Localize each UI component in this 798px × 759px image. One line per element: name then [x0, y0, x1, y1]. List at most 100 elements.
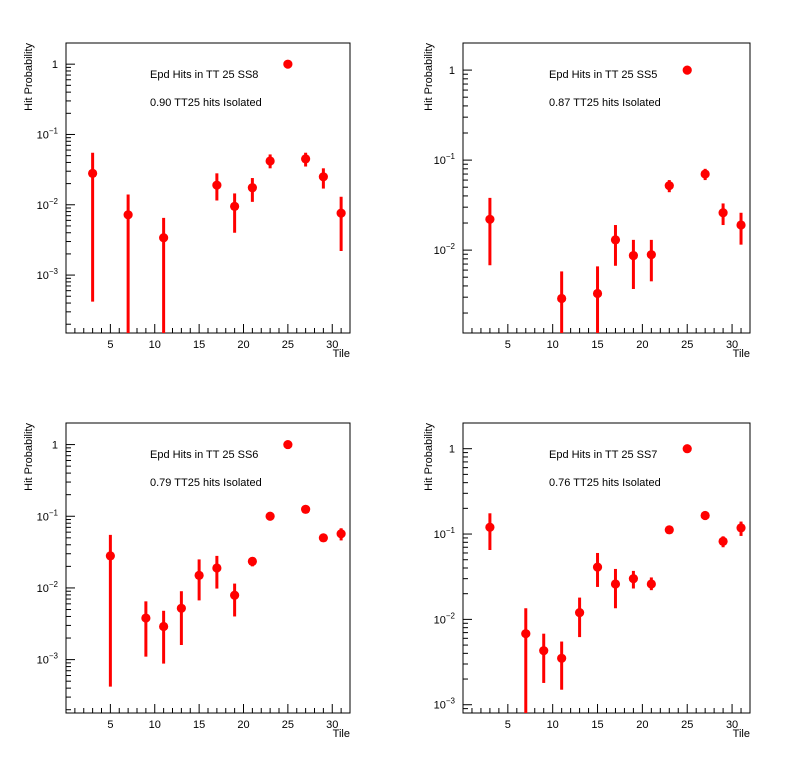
plot-panel-ss8: Epd Hits in TT 25 SS8 0.90 TT25 hits Iso… — [23, 42, 351, 360]
x-tick-label: 10 — [149, 339, 161, 351]
y-axis-label: Hit Probability — [23, 43, 35, 111]
y-tick-label: 10−3 — [434, 697, 456, 712]
data-point — [682, 444, 692, 454]
y-tick-label: 1 — [52, 440, 58, 452]
data-point — [628, 250, 639, 261]
data-point — [557, 653, 567, 663]
data-point — [265, 156, 275, 166]
y-axis-label: Hit Probability — [423, 43, 435, 111]
x-tick-label: 20 — [636, 339, 648, 351]
y-tick-label: 1 — [449, 65, 455, 77]
y-axis-label: Hit Probability — [423, 423, 435, 491]
y-tick-label: 10−1 — [37, 508, 59, 523]
data-point — [682, 65, 692, 75]
x-tick-label: 10 — [547, 719, 559, 731]
data-point — [336, 208, 346, 218]
y-axis-label: Hit Probability — [23, 423, 35, 491]
plot-panel-ss5: Epd Hits in TT 25 SS5 0.87 TT25 hits Iso… — [423, 42, 751, 360]
data-point — [318, 533, 328, 543]
x-tick-label: 30 — [726, 339, 738, 351]
data-point — [646, 579, 656, 589]
data-point — [265, 511, 275, 521]
x-tick-label: 5 — [107, 339, 113, 351]
plot-panel-ss6: Epd Hits in TT 25 SS6 0.79 TT25 hits Iso… — [23, 422, 351, 740]
data-point — [336, 529, 346, 539]
x-tick-label: 30 — [326, 719, 338, 731]
data-point — [485, 214, 495, 224]
x-tick-label: 25 — [681, 719, 693, 731]
data-point — [105, 551, 115, 561]
data-point — [194, 570, 204, 580]
panel-annotation: 0.79 TT25 hits Isolated — [150, 477, 262, 489]
y-tick-label: 10−1 — [434, 152, 456, 167]
data-point — [212, 563, 222, 573]
panel-title: Epd Hits in TT 25 SS7 — [549, 449, 657, 461]
data-point — [141, 613, 151, 623]
x-tick-label: 30 — [726, 719, 738, 731]
y-tick-label: 1 — [52, 59, 58, 71]
data-point — [283, 439, 293, 450]
x-tick-label: 5 — [505, 339, 511, 351]
x-tick-label: 20 — [636, 719, 648, 731]
data-point — [230, 201, 240, 211]
data-point — [557, 293, 567, 304]
data-point — [485, 522, 495, 532]
data-point — [247, 183, 257, 193]
data-point — [646, 250, 656, 260]
x-tick-label: 25 — [282, 719, 294, 731]
panel-annotation: 0.90 TT25 hits Isolated — [150, 97, 262, 109]
data-point — [301, 154, 311, 164]
data-point — [610, 579, 621, 589]
x-tick-label: 10 — [149, 719, 161, 731]
data-point — [230, 590, 240, 600]
data-point — [159, 621, 169, 632]
x-tick-label: 20 — [237, 339, 249, 351]
y-tick-label: 10−1 — [37, 126, 59, 141]
y-tick-label: 10−2 — [37, 197, 59, 212]
x-tick-label: 5 — [107, 719, 113, 731]
data-point — [592, 562, 603, 572]
x-axis-label: Tile — [333, 728, 350, 740]
x-axis-label: Tile — [733, 728, 750, 740]
data-point — [176, 603, 186, 613]
data-point — [123, 210, 133, 220]
data-point — [610, 235, 621, 245]
data-point — [301, 504, 311, 514]
panel-title: Epd Hits in TT 25 SS8 — [150, 69, 258, 81]
y-tick-label: 10−2 — [434, 242, 456, 257]
y-tick-label: 10−1 — [434, 526, 456, 541]
x-tick-label: 30 — [326, 339, 338, 351]
y-tick-label: 10−2 — [37, 580, 59, 595]
data-point — [159, 233, 169, 243]
data-point — [539, 646, 549, 656]
data-point — [718, 536, 728, 546]
x-tick-label: 15 — [591, 719, 603, 731]
x-axis-label: Tile — [733, 348, 750, 360]
data-point — [664, 181, 674, 191]
x-tick-label: 20 — [237, 719, 249, 731]
x-tick-label: 25 — [681, 339, 693, 351]
data-point — [283, 59, 293, 69]
x-tick-label: 10 — [547, 339, 559, 351]
x-tick-label: 15 — [591, 339, 603, 351]
x-tick-label: 5 — [505, 719, 511, 731]
panel-annotation: 0.76 TT25 hits Isolated — [549, 477, 661, 489]
data-point — [628, 574, 639, 584]
x-tick-label: 15 — [193, 339, 205, 351]
data-point — [574, 608, 585, 618]
data-point — [736, 220, 746, 230]
x-tick-label: 15 — [193, 719, 205, 731]
y-tick-label: 10−2 — [434, 611, 456, 626]
panel-title: Epd Hits in TT 25 SS6 — [150, 449, 258, 461]
data-point — [521, 629, 531, 639]
data-point — [736, 523, 746, 533]
data-point — [88, 168, 98, 178]
x-axis-label: Tile — [333, 348, 350, 360]
panel-title: Epd Hits in TT 25 SS5 — [549, 69, 657, 81]
y-tick-label: 10−3 — [37, 652, 59, 667]
x-tick-label: 25 — [282, 339, 294, 351]
data-point — [718, 208, 728, 218]
data-point — [318, 172, 328, 182]
y-tick-label: 1 — [449, 444, 455, 456]
